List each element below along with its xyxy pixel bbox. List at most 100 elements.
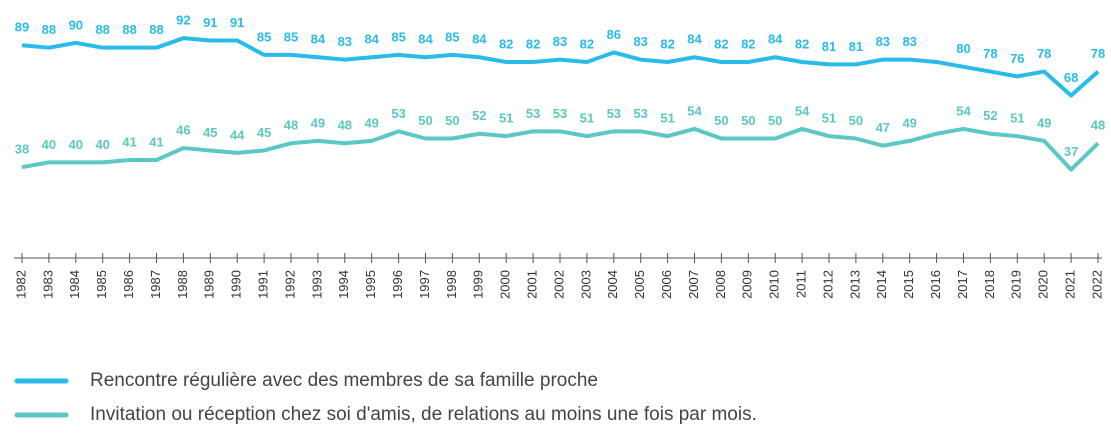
data-label: 53 — [633, 106, 647, 121]
data-label: 92 — [176, 13, 190, 28]
data-label: 38 — [15, 142, 29, 157]
x-tick-label: 2018 — [982, 270, 997, 299]
data-label: 84 — [472, 32, 487, 47]
data-label: 46 — [176, 122, 190, 137]
data-label: 48 — [338, 118, 352, 133]
data-label: 53 — [607, 106, 621, 121]
data-label: 88 — [42, 22, 56, 37]
data-label: 82 — [660, 36, 674, 51]
data-label: 85 — [257, 29, 271, 44]
data-label: 51 — [499, 111, 513, 126]
x-tick-label: 1991 — [256, 270, 271, 299]
data-label: 40 — [95, 137, 109, 152]
data-label: 53 — [391, 106, 405, 121]
data-label: 54 — [956, 103, 971, 118]
data-label: 90 — [69, 17, 83, 32]
data-label: 81 — [849, 39, 863, 54]
x-tick-label: 2000 — [498, 270, 513, 299]
x-tick-label: 2001 — [525, 270, 540, 299]
x-tick-label: 1984 — [67, 270, 82, 299]
data-label: 50 — [741, 113, 755, 128]
data-label: 48 — [1091, 118, 1105, 133]
data-label: 91 — [203, 15, 217, 30]
data-label: 84 — [687, 32, 702, 47]
data-label: 51 — [1010, 111, 1024, 126]
data-label: 44 — [230, 127, 245, 142]
data-label: 88 — [122, 22, 136, 37]
data-label: 48 — [284, 118, 298, 133]
data-label: 82 — [526, 36, 540, 51]
data-label: 49 — [364, 115, 378, 130]
x-tick-label: 1990 — [229, 270, 244, 299]
x-tick-label: 2017 — [955, 270, 970, 299]
x-tick-label: 1988 — [175, 270, 190, 299]
data-label: 40 — [69, 137, 83, 152]
x-tick-label: 2010 — [767, 270, 782, 299]
data-label: 51 — [660, 111, 674, 126]
data-label: 50 — [714, 113, 728, 128]
data-label: 50 — [849, 113, 863, 128]
x-tick-label: 1983 — [40, 270, 55, 299]
x-tick-label: 1986 — [121, 270, 136, 299]
x-tick-label: 2012 — [820, 270, 835, 299]
data-label: 52 — [472, 108, 486, 123]
x-tick-label: 1998 — [444, 270, 459, 299]
x-tick-label: 2003 — [578, 270, 593, 299]
series-line — [21, 126, 1100, 172]
data-label: 52 — [983, 108, 997, 123]
x-tick-label: 2013 — [847, 270, 862, 299]
legend-label: Rencontre régulière avec des membres de … — [90, 370, 598, 391]
x-tick-label: 2014 — [874, 270, 889, 299]
x-tick-label: 1982 — [13, 270, 28, 299]
x-tick-label: 1995 — [363, 270, 378, 299]
data-label: 83 — [553, 34, 567, 49]
data-label: 41 — [122, 134, 136, 149]
data-label: 50 — [418, 113, 432, 128]
data-label: 82 — [714, 36, 728, 51]
data-label: 51 — [822, 111, 836, 126]
data-label: 82 — [741, 36, 755, 51]
data-label: 54 — [795, 103, 810, 118]
data-label: 91 — [230, 15, 244, 30]
data-label: 49 — [1037, 115, 1051, 130]
data-label: 80 — [956, 41, 970, 56]
x-tick-label: 2002 — [551, 270, 566, 299]
x-tick-label: 2005 — [632, 270, 647, 299]
data-label: 83 — [338, 34, 352, 49]
data-label: 83 — [902, 34, 916, 49]
data-label: 83 — [633, 34, 647, 49]
data-label: 84 — [768, 32, 783, 47]
x-tick-label: 2015 — [901, 270, 916, 299]
x-tick-label: 1997 — [417, 270, 432, 299]
x-tick-label: 2019 — [1009, 270, 1024, 299]
data-label: 84 — [364, 32, 379, 47]
data-label: 78 — [983, 46, 997, 61]
data-label: 85 — [445, 29, 459, 44]
data-label: 82 — [795, 36, 809, 51]
data-label: 37 — [1064, 144, 1078, 159]
data-label: 45 — [257, 125, 271, 140]
legend-label: Invitation ou réception chez soi d'amis,… — [90, 404, 757, 425]
data-label: 54 — [687, 103, 702, 118]
x-tick-label: 2022 — [1089, 270, 1104, 299]
data-label: 78 — [1091, 46, 1105, 61]
x-tick-label: 2004 — [605, 270, 620, 299]
data-label: 41 — [149, 134, 163, 149]
x-tick-label: 2007 — [686, 270, 701, 299]
x-tick-label: 1992 — [282, 270, 297, 299]
data-label: 82 — [580, 36, 594, 51]
data-label: 49 — [902, 115, 916, 130]
x-tick-label: 1996 — [390, 270, 405, 299]
data-label: 78 — [1037, 46, 1051, 61]
x-tick-label: 2021 — [1063, 270, 1078, 299]
x-tick-label: 2020 — [1036, 270, 1051, 299]
data-label: 50 — [768, 113, 782, 128]
data-label: 47 — [876, 120, 890, 135]
data-label: 53 — [553, 106, 567, 121]
x-tick-label: 2006 — [659, 270, 674, 299]
data-label: 76 — [1010, 51, 1024, 66]
data-label: 86 — [607, 27, 621, 42]
data-label: 45 — [203, 125, 217, 140]
x-tick-label: 2009 — [740, 270, 755, 299]
